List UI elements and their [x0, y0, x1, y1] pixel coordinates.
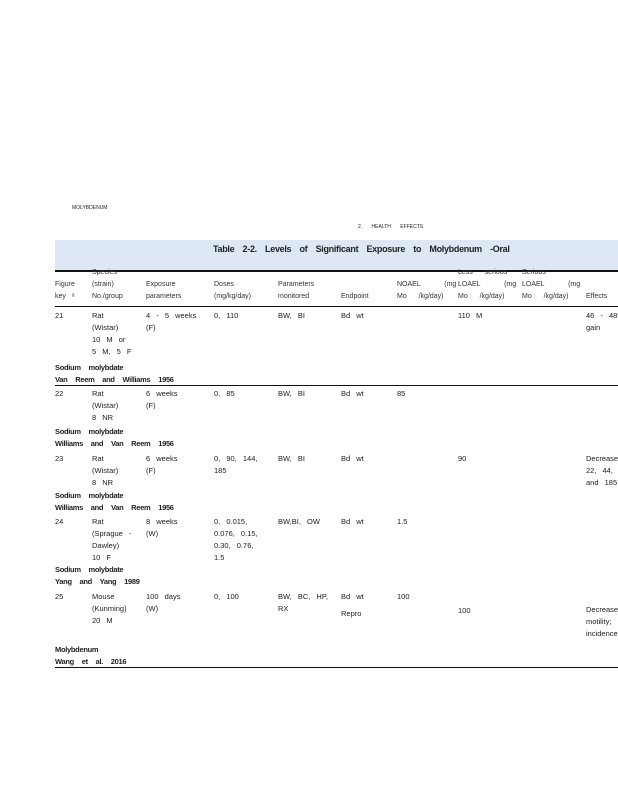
- cell-noael: 100: [397, 592, 410, 601]
- column-header: Less serious LOAEL (mg Mo /kg/day): [458, 269, 517, 300]
- divider: [55, 667, 618, 668]
- cell-exposure: 8 weeks (W): [146, 517, 178, 538]
- cell-less: 90: [458, 454, 467, 463]
- column-header: Figure key ᵃ: [55, 281, 75, 300]
- table-title: Table 2-2. Levels of Significant Exposur…: [213, 244, 510, 254]
- citation-compound: Sodium molybdate: [55, 565, 124, 574]
- cell-doses: 0, 90, 144, 185: [214, 454, 258, 475]
- citation-reference: Wang et al. 2016: [55, 657, 127, 666]
- column-header: Endpoint: [341, 293, 369, 300]
- cell-endpoint: Bd wt: [341, 592, 364, 601]
- cell-exposure: 4 - 5 weeks (F): [146, 311, 197, 332]
- citation-compound: Sodium molybdate: [55, 427, 124, 436]
- cell-less: 110 M: [458, 311, 483, 320]
- cell-noael: 85: [397, 389, 406, 398]
- citation-reference: Van Reem and Williams 1956: [55, 375, 174, 384]
- cell-params: BW,BI, OW: [278, 517, 320, 526]
- cell-species: Rat (Sprague - Dawley) 10 F: [92, 517, 132, 562]
- cell-params: BW, BI: [278, 389, 305, 398]
- cell-species: Mouse (Kunming) 20 M: [92, 592, 127, 625]
- divider: [55, 306, 618, 307]
- cell-params: BW, BI: [278, 454, 305, 463]
- column-header: Effects: [586, 293, 608, 300]
- cell-key: 22: [55, 389, 64, 398]
- table-title-band: [55, 240, 618, 271]
- cell-endpoint: Bd wt: [341, 389, 364, 398]
- column-header: Serious LOAEL (mg Mo /kg/day): [522, 269, 581, 300]
- cell-endpoint: Repro: [341, 609, 362, 618]
- cell-exposure: 6 weeks (F): [146, 454, 178, 475]
- column-header: Exposure parameters: [146, 281, 182, 300]
- citation-compound: Molybdenum: [55, 645, 99, 654]
- column-header: NOAEL (mg Mo /kg/day): [397, 281, 457, 300]
- cell-endpoint: Bd wt: [341, 517, 364, 526]
- cell-effects: Decreases motility; incidence: [586, 605, 618, 638]
- cell-endpoint: Bd wt: [341, 454, 364, 463]
- cell-doses: 0, 110: [214, 311, 239, 320]
- column-header: Species (strain) No./group: [92, 269, 123, 300]
- cell-endpoint: Bd wt: [341, 311, 364, 320]
- citation-reference: Yang and Yang 1989: [55, 577, 140, 586]
- cell-params: BW, BI: [278, 311, 305, 320]
- cell-doses: 0, 100: [214, 592, 239, 601]
- cell-species: Rat (Wistar) 10 M or 5 M, 5 F: [92, 311, 132, 356]
- column-header: Parameters monitored: [278, 281, 315, 300]
- running-header-left: MOLYBDENUM: [72, 205, 108, 211]
- divider: [55, 270, 618, 272]
- cell-doses: 0, 85: [214, 389, 235, 398]
- cell-exposure: 6 weeks (F): [146, 389, 178, 410]
- column-header: Doses (mg/kg/day): [214, 281, 251, 300]
- cell-effects: 46 - 48% gain: [586, 311, 618, 332]
- citation-reference: Williams and Van Reem 1956: [55, 439, 174, 448]
- cell-species: Rat (Wistar) 8 NR: [92, 389, 119, 422]
- cell-species: Rat (Wistar) 8 NR: [92, 454, 119, 487]
- cell-params: BW, BC, HP, RX: [278, 592, 328, 613]
- cell-key: 24: [55, 517, 64, 526]
- cell-key: 23: [55, 454, 64, 463]
- cell-less: 100: [458, 606, 471, 615]
- cell-effects: Decreases 22, 44, and 185: [586, 454, 618, 487]
- running-header-right: 2. HEALTH EFFECTS: [358, 224, 424, 230]
- cell-key: 25: [55, 592, 64, 601]
- cell-noael: 1.5: [397, 517, 408, 526]
- cell-key: 21: [55, 311, 64, 320]
- citation-compound: Sodium molybdate: [55, 491, 124, 500]
- divider: [55, 385, 618, 386]
- cell-doses: 0, 0.015, 0.076, 0.15, 0.30, 0.76, 1.5: [214, 517, 258, 562]
- cell-exposure: 100 days (W): [146, 592, 181, 613]
- citation-reference: Williams and Van Reem 1956: [55, 503, 174, 512]
- citation-compound: Sodium molybdate: [55, 363, 124, 372]
